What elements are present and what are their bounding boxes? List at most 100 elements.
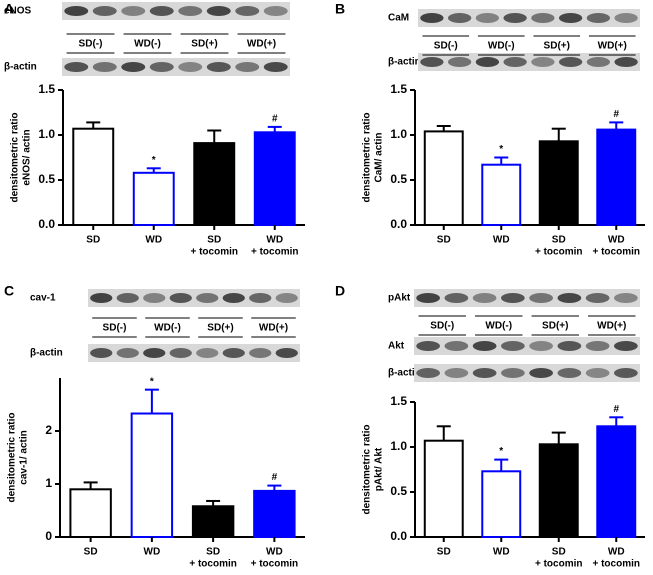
blot-band (444, 293, 469, 303)
x-tick-sublabel: + tocomin (251, 559, 299, 570)
blot-band (614, 341, 638, 351)
blot-band (116, 293, 139, 303)
blot-strip (62, 2, 290, 20)
significance-marker: * (499, 144, 503, 155)
y-tick-label: 1.0 (38, 127, 55, 141)
bar (130, 412, 174, 539)
x-tick-label: WD (608, 235, 625, 246)
blot-band (222, 293, 245, 303)
blot-band (558, 57, 583, 67)
blot-label: Akt (388, 341, 405, 352)
blot-band (558, 13, 583, 23)
group-label: WD(+) (597, 321, 626, 332)
blot-strip (62, 58, 290, 76)
bar (423, 439, 464, 539)
group-label: SD(-) (434, 41, 458, 52)
y-tick-label: 0.5 (390, 172, 407, 186)
blot-band (249, 348, 272, 358)
bar (72, 127, 115, 226)
blot-band (249, 293, 272, 303)
x-tick-label: SD (207, 235, 221, 246)
significance-marker: * (152, 155, 156, 166)
significance-marker: * (150, 376, 154, 387)
blot-band (149, 62, 174, 72)
x-tick-label: SD (437, 547, 451, 558)
y-axis-label: densitometric ratio (362, 112, 373, 202)
group-label: WD(-) (134, 39, 161, 50)
blot-band (206, 6, 231, 16)
x-tick-sublabel: + tocomin (592, 247, 640, 258)
y-tick-label: 0.5 (38, 172, 55, 186)
y-tick-label: 0.0 (38, 217, 55, 231)
blot-band (206, 62, 231, 72)
blot-band (169, 293, 192, 303)
bar (69, 488, 112, 538)
blot-band (585, 341, 610, 351)
x-tick-label: WD (493, 235, 510, 246)
y-axis-label: eNOS/ actin (22, 129, 33, 185)
blot-band (585, 368, 610, 378)
y-tick-label: 0.5 (390, 484, 407, 498)
blot-band (420, 13, 444, 23)
blot-band (472, 341, 497, 351)
blot-band (586, 13, 611, 23)
blot-band (90, 348, 113, 358)
y-tick-label: 0 (45, 529, 52, 543)
y-tick-label: 2 (45, 423, 52, 437)
blot-band (614, 293, 638, 303)
group-label: SD(-) (79, 39, 103, 50)
bar (191, 505, 235, 539)
blot-band (614, 368, 638, 378)
blot-band (92, 6, 117, 16)
x-tick-label: WD (266, 235, 283, 246)
bar (538, 443, 579, 538)
blot-band (420, 57, 444, 67)
y-tick-label: 0.0 (390, 529, 407, 543)
blot-band (64, 6, 89, 16)
blot-band (531, 57, 555, 67)
blot-band (178, 62, 203, 72)
significance-marker: * (499, 446, 503, 457)
blot-band (169, 348, 192, 358)
panel-letter: A (4, 1, 14, 17)
blot-band (416, 341, 440, 351)
blot-band (235, 6, 260, 16)
blot-band (585, 293, 610, 303)
bar (481, 470, 522, 538)
blot-strip (88, 344, 300, 362)
blot-band (586, 57, 611, 67)
group-label: WD(-) (154, 323, 181, 334)
blot-strip (414, 337, 640, 355)
blot-label: β-actin (30, 348, 63, 359)
x-tick-label: SD (437, 235, 451, 246)
blot-label: cav-1 (30, 293, 56, 304)
blot-band (90, 293, 113, 303)
x-tick-label: SD (206, 547, 220, 558)
x-tick-sublabel: + tocomin (535, 559, 583, 570)
group-label: WD(+) (598, 41, 627, 52)
y-axis-label: densitometric ratio (362, 424, 373, 514)
blot-band (416, 368, 440, 378)
blot-label: β-actin (388, 368, 421, 379)
x-tick-label: WD (144, 547, 161, 558)
y-axis-label: pAkt/ Akt (374, 447, 385, 491)
group-label: WD(+) (259, 323, 288, 334)
x-tick-label: SD (552, 235, 566, 246)
blot-band (444, 341, 469, 351)
blot-band (64, 62, 89, 72)
panel-letter: B (335, 1, 345, 17)
group-label: SD(-) (430, 321, 454, 332)
x-tick-label: SD (552, 547, 566, 558)
group-label: SD(+) (207, 323, 233, 334)
bar (596, 128, 637, 227)
blot-band (529, 341, 553, 351)
x-tick-label: WD (266, 547, 283, 558)
blot-band (557, 293, 582, 303)
blot-band (447, 57, 472, 67)
blot-band (235, 62, 260, 72)
bar (193, 142, 236, 227)
blot-band (222, 348, 245, 358)
bar (481, 163, 522, 226)
blot-band (447, 13, 472, 23)
blot-band (196, 293, 219, 303)
